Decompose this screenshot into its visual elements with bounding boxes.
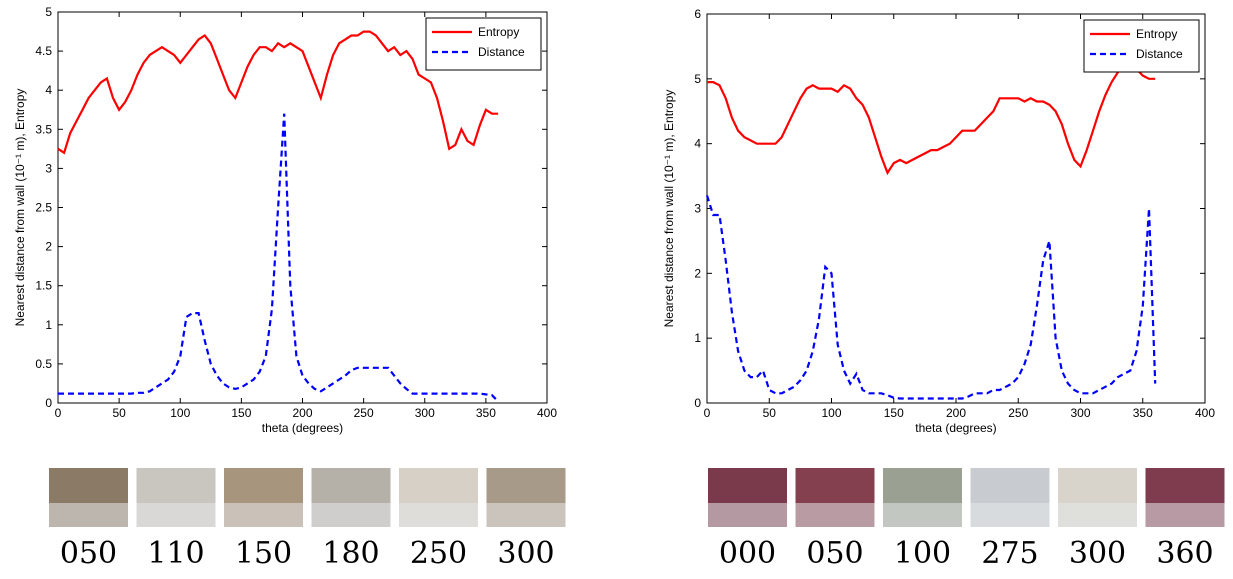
thumbnail-floor (795, 503, 875, 527)
x-tick-label: 100 (170, 406, 190, 420)
thumbnail-label: 110 (147, 536, 204, 571)
thumbnail-floor (49, 503, 128, 527)
x-tick-label: 100 (821, 406, 841, 420)
y-tick-label: 4 (694, 137, 701, 151)
y-tick-label: 5 (45, 5, 52, 19)
thumbnail-label: 050 (60, 536, 117, 571)
y-tick-label: 3.5 (35, 122, 52, 136)
thumbnail-floor (136, 503, 216, 527)
y-tick-label: 1 (45, 318, 52, 332)
x-tick-label: 400 (1195, 406, 1215, 420)
x-tick-label: 50 (763, 406, 777, 420)
data-line (57, 30, 499, 155)
legend-label: Distance (478, 45, 525, 59)
x-tick-label: 250 (354, 406, 374, 420)
y-axis-label: Nearest distance from wall (10⁻¹ m), Ent… (13, 89, 27, 327)
thumbnail-floor (1058, 503, 1137, 527)
thumbnail-label: 300 (497, 536, 554, 571)
plot-area (706, 13, 1206, 404)
x-tick-label: 300 (1070, 406, 1090, 420)
thumbnail-floor (708, 503, 787, 527)
thumbnail-label: 180 (322, 536, 379, 571)
y-tick-label: 2.5 (35, 201, 52, 215)
legend: Entropy Distance (425, 17, 542, 71)
plot-area (57, 11, 548, 404)
y-tick-label: 5 (694, 72, 701, 86)
y-tick-label: 6 (694, 7, 701, 21)
legend-box (1083, 19, 1200, 73)
x-tick-label: 350 (1133, 406, 1153, 420)
thumbnail-label: 050 (806, 536, 863, 571)
thumbnail-floor (399, 503, 478, 527)
x-axis-label: theta (degrees) (915, 421, 996, 435)
y-tick-label: 2 (694, 266, 701, 280)
thumbnail-floor (1145, 503, 1225, 527)
thumbnail-floor (970, 503, 1050, 527)
x-tick-label: 50 (112, 406, 126, 420)
thumbnail-label: 100 (894, 536, 951, 571)
thumbnail-label: 360 (1156, 536, 1213, 571)
y-tick-label: 0 (45, 396, 52, 410)
y-tick-label: 1 (694, 331, 701, 345)
y-tick-label: 3 (694, 202, 701, 216)
data-line (707, 64, 1156, 176)
thumbnail-label: 250 (410, 536, 467, 571)
y-tick-label: 3 (45, 161, 52, 175)
y-tick-label: 0.5 (35, 357, 52, 371)
thumbnail-label: 275 (981, 536, 1038, 571)
y-axis-label: Nearest distance from wall (10⁻¹ m), Ent… (662, 90, 676, 328)
x-axis-label: theta (degrees) (262, 421, 343, 435)
data-line (58, 113, 499, 403)
y-tick-label: 4.5 (35, 44, 52, 58)
x-tick-label: 0 (704, 406, 711, 420)
thumbnail-label: 300 (1069, 536, 1126, 571)
x-tick-label: 300 (415, 406, 435, 420)
x-tick-label: 250 (1008, 406, 1028, 420)
x-tick-label: 150 (884, 406, 904, 420)
x-tick-label: 200 (292, 406, 312, 420)
x-tick-label: 200 (946, 406, 966, 420)
legend-label: Entropy (478, 25, 519, 39)
y-tick-label: 4 (45, 83, 52, 97)
thumbnail-floor (486, 503, 566, 527)
thumbnail-floor (224, 503, 303, 527)
legend: Entropy Distance (1083, 19, 1200, 73)
y-tick-label: 1.5 (35, 279, 52, 293)
legend-box (425, 17, 542, 71)
y-tick-label: 0 (694, 396, 701, 410)
data-line (705, 195, 1157, 400)
thumbnail-label: 000 (719, 536, 776, 571)
y-tick-label: 2 (45, 240, 52, 254)
x-tick-label: 350 (476, 406, 496, 420)
legend-label: Entropy (1136, 27, 1177, 41)
x-tick-label: 150 (231, 406, 251, 420)
thumbnail-floor (311, 503, 391, 527)
x-tick-label: 400 (537, 406, 557, 420)
legend-label: Distance (1136, 47, 1183, 61)
x-tick-label: 0 (55, 406, 62, 420)
thumbnail-label: 150 (235, 536, 292, 571)
thumbnail-floor (883, 503, 962, 527)
